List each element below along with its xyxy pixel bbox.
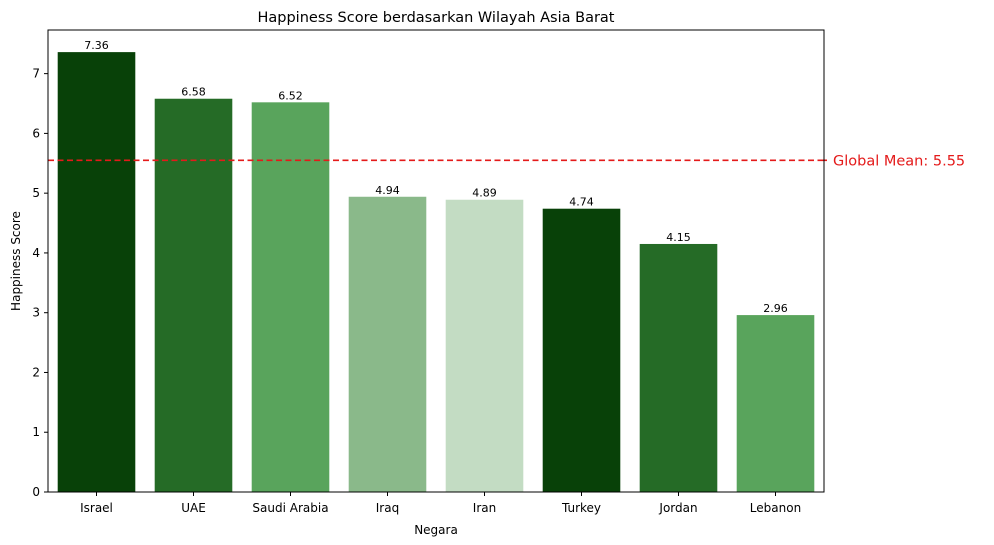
data-label: 4.94 xyxy=(375,184,400,197)
chart-title: Happiness Score berdasarkan Wilayah Asia… xyxy=(257,10,614,26)
y-tick-label: 1 xyxy=(32,425,40,439)
plot-frame xyxy=(47,29,825,493)
x-tick-label: Turkey xyxy=(561,501,601,515)
x-axis-label: Negara xyxy=(414,523,458,537)
x-tick-label: Jordan xyxy=(658,501,697,515)
data-label: 2.96 xyxy=(763,302,788,315)
y-tick-label: 6 xyxy=(32,126,40,140)
y-tick-label: 3 xyxy=(32,306,40,320)
y-tick-label: 2 xyxy=(32,365,40,379)
data-label: 4.89 xyxy=(472,187,497,200)
bar-israel xyxy=(57,52,136,493)
bar-iraq xyxy=(348,196,427,493)
bar-iran xyxy=(445,199,524,492)
plot-area: Global Mean: 5.55 7.36 6.58 6.52 4.94 4.89 4.7… xyxy=(32,29,965,515)
bar-jordan xyxy=(639,243,718,492)
global-mean-label: Global Mean: 5.55 xyxy=(833,153,965,169)
y-tick-label: 0 xyxy=(32,485,40,499)
x-tick-label: Iran xyxy=(473,501,496,515)
data-label: 4.74 xyxy=(569,196,594,209)
x-tick-label: UAE xyxy=(181,501,206,515)
data-label: 6.52 xyxy=(278,89,303,102)
x-tick-label: Israel xyxy=(80,501,113,515)
bar-saudi-arabia xyxy=(251,102,330,492)
y-tick-label: 4 xyxy=(32,246,40,260)
x-tick-label: Saudi Arabia xyxy=(252,501,328,515)
x-tick-label: Iraq xyxy=(376,501,399,515)
data-label: 7.36 xyxy=(84,39,109,52)
data-label: 4.15 xyxy=(666,231,691,244)
bar-lebanon xyxy=(736,315,815,492)
y-tick-label: 5 xyxy=(32,186,40,200)
y-axis-label: Happiness Score xyxy=(9,211,23,311)
y-tick-label: 7 xyxy=(32,67,40,81)
x-tick-label: Lebanon xyxy=(750,501,801,515)
data-label: 6.58 xyxy=(181,86,206,99)
bar-turkey xyxy=(542,208,621,493)
bar-uae xyxy=(154,98,233,493)
